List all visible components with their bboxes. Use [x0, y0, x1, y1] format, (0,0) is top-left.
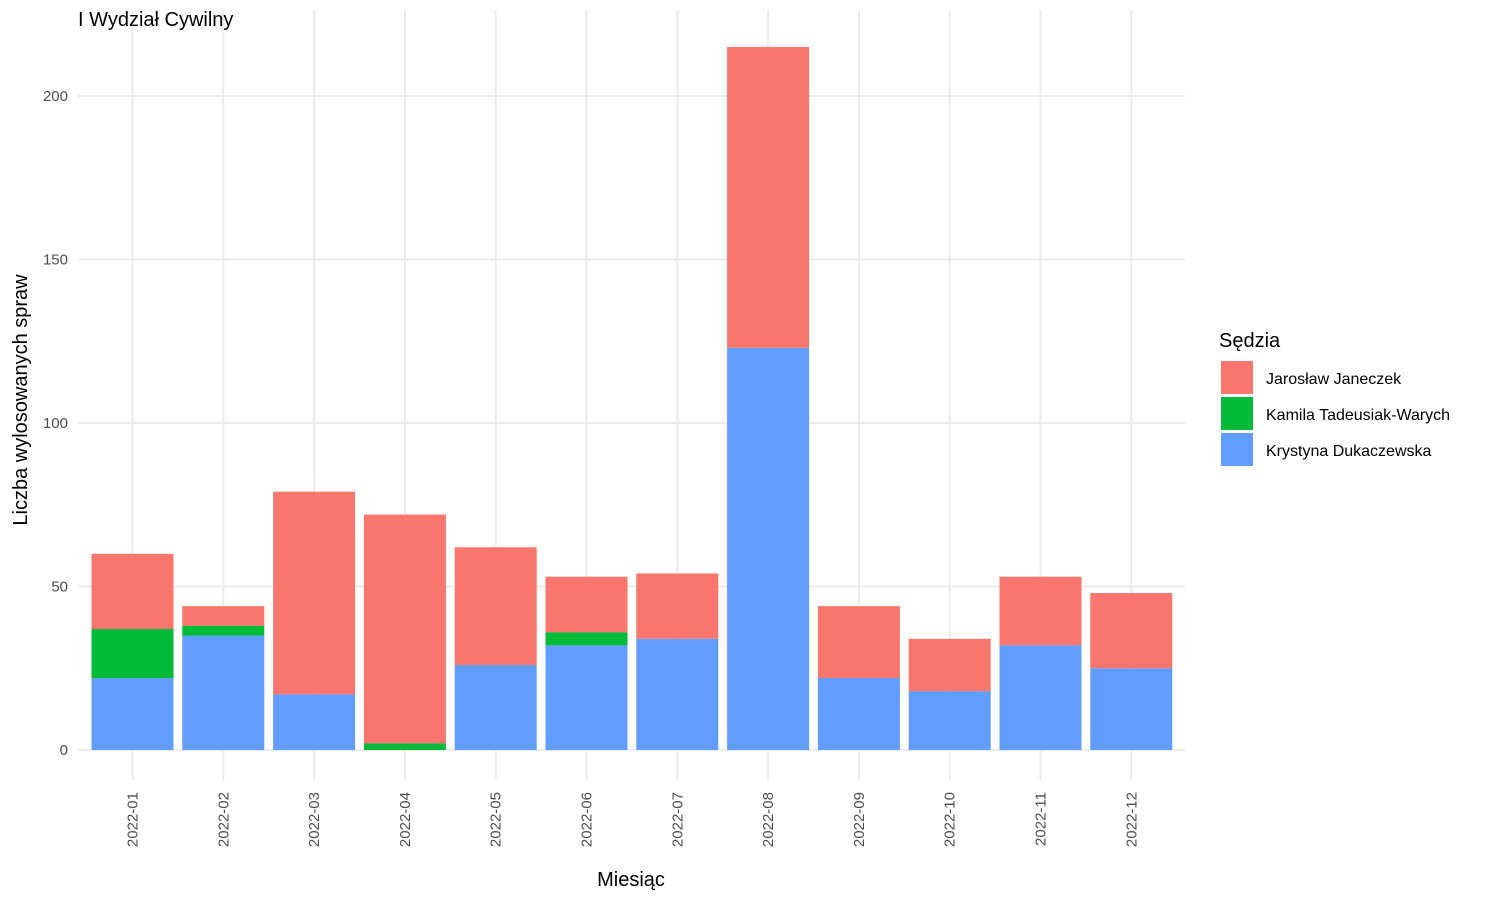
bar-segment-2022-05-0: [454, 664, 537, 750]
bar-segment-2022-01-0: [91, 678, 174, 750]
bar-segment-2022-10-2: [908, 638, 991, 692]
bar-segment-2022-08-2: [727, 46, 810, 348]
bar-segment-2022-01-1: [91, 629, 174, 679]
bar-segment-2022-07-0: [636, 638, 719, 750]
x-tick-label: 2022-12: [1123, 792, 1140, 847]
bar-segment-2022-11-2: [999, 576, 1082, 646]
bar-segment-2022-11-0: [999, 645, 1082, 750]
bar-segment-2022-04-2: [363, 514, 446, 744]
x-tick-label: 2022-03: [306, 792, 323, 847]
x-tick-label: 2022-08: [760, 792, 777, 847]
legend-label: Kamila Tadeusiak-Warych: [1266, 407, 1450, 424]
legend-key: [1221, 361, 1253, 394]
bar-segment-2022-05-2: [454, 547, 537, 665]
bar-segment-2022-02-0: [182, 635, 265, 750]
y-tick-label: 50: [51, 579, 68, 596]
bar-segment-2022-04-1: [363, 743, 446, 750]
bar-segment-2022-10-0: [908, 691, 991, 750]
bar-segment-2022-03-2: [273, 491, 356, 695]
y-tick-label: 0: [60, 742, 68, 759]
y-tick-label: 150: [43, 252, 68, 269]
x-tick-label: 2022-01: [125, 792, 142, 847]
legend-key: [1221, 397, 1253, 430]
x-tick-label: 2022-06: [579, 792, 596, 847]
legend-label: Jarosław Janeczek: [1266, 371, 1402, 388]
bar-segment-2022-03-0: [273, 694, 356, 750]
bar-segment-2022-12-2: [1090, 593, 1173, 669]
x-tick-label: 2022-11: [1033, 792, 1050, 846]
bar-segment-2022-06-2: [545, 576, 628, 633]
legend-label: Krystyna Dukaczewska: [1266, 443, 1431, 460]
y-axis-title: Liczba wylosowanych spraw: [10, 274, 32, 526]
x-axis-ticks: 2022-01 2022-02 2022-03 2022-04 2022-05 2022-…: [125, 792, 1141, 847]
bar-segment-2022-08-0: [727, 347, 810, 750]
legend-key: [1221, 433, 1253, 466]
bar-segment-2022-02-1: [182, 625, 265, 636]
chart-title: I Wydział Cywilny: [78, 9, 233, 31]
bar-segment-2022-12-0: [1090, 668, 1173, 750]
bar-segment-2022-02-2: [182, 606, 265, 626]
legend-title: Sędzia: [1219, 330, 1281, 352]
bars: [91, 46, 1173, 750]
bar-segment-2022-06-0: [545, 645, 628, 750]
y-tick-label: 100: [43, 415, 68, 432]
bar-segment-2022-07-2: [636, 573, 719, 639]
x-tick-label: 2022-10: [942, 792, 959, 847]
x-tick-label: 2022-05: [488, 792, 505, 847]
y-tick-label: 200: [43, 88, 68, 105]
bar-segment-2022-09-2: [817, 606, 900, 679]
y-axis-ticks: 0 50 100 150 200: [43, 88, 68, 759]
bar-segment-2022-01-2: [91, 553, 174, 630]
x-tick-label: 2022-02: [215, 792, 232, 847]
x-tick-label: 2022-04: [397, 792, 414, 847]
x-axis-title: Miesiąc: [597, 869, 665, 891]
bar-segment-2022-09-0: [817, 678, 900, 750]
x-tick-label: 2022-09: [851, 792, 868, 847]
bar-segment-2022-06-1: [545, 632, 628, 646]
legend: Sędzia Jarosław Janeczek Kamila Tadeusiak…: [1219, 330, 1450, 466]
x-tick-label: 2022-07: [669, 792, 686, 847]
